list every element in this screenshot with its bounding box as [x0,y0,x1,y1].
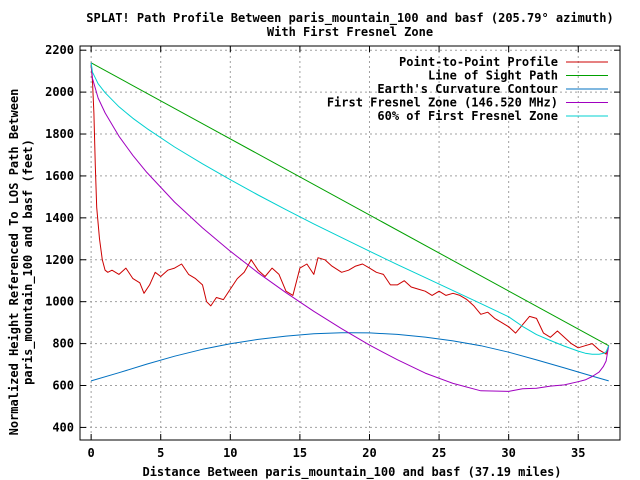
x-tick-label: 25 [432,446,446,460]
series-1-line [90,62,609,347]
y-tick-label: 800 [52,337,74,351]
y-tick-label: 2000 [45,85,74,99]
x-tick-label: 10 [223,446,237,460]
x-tick-label: 15 [293,446,307,460]
y-tick-label: 1000 [45,295,74,309]
legend-label: Line of Sight Path [428,69,558,83]
x-tick-label: 5 [157,446,164,460]
series-lines [90,62,610,392]
x-tick-label: 0 [88,446,95,460]
x-tick-label: 35 [571,446,585,460]
legend-label: Point-to-Point Profile [399,55,558,69]
legend-label: Earth's Curvature Contour [377,82,558,96]
y-tick-label: 400 [52,420,74,434]
y-tick-label: 1200 [45,253,74,267]
series-4-line [90,62,610,355]
y-tick-label: 600 [52,379,74,393]
series-0-line [90,64,610,355]
series-2-line [90,332,609,382]
x-axis-label: Distance Between paris_mountain_100 and … [142,465,561,480]
legend-label: First Fresnel Zone (146.520 MHz) [327,96,558,110]
y-tick-label: 2200 [45,43,74,57]
x-tick-label: 20 [362,446,376,460]
y-axis-label-line2: paris_mountain_100 and basf (feet) [21,139,36,385]
legend-label: 60% of First Fresnel Zone [377,109,558,123]
y-tick-label: 1400 [45,211,74,225]
plot-frame [79,45,621,441]
y-tick-label: 1600 [45,169,74,183]
chart-title-line1: SPLAT! Path Profile Between paris_mounta… [86,11,613,26]
chart-title-line2: With First Fresnel Zone [267,25,433,39]
x-tick-label: 30 [501,446,515,460]
y-tick-label: 1800 [45,127,74,141]
axes: 0 5 10 15 20 25 30 35 400 600 800 1000 1200 1400 1600 1… [45,43,621,460]
grid-lines [80,46,620,440]
y-axis-label-line1: Normalized Height Referenced To LOS Path… [7,89,21,436]
series-3-line [90,62,610,392]
